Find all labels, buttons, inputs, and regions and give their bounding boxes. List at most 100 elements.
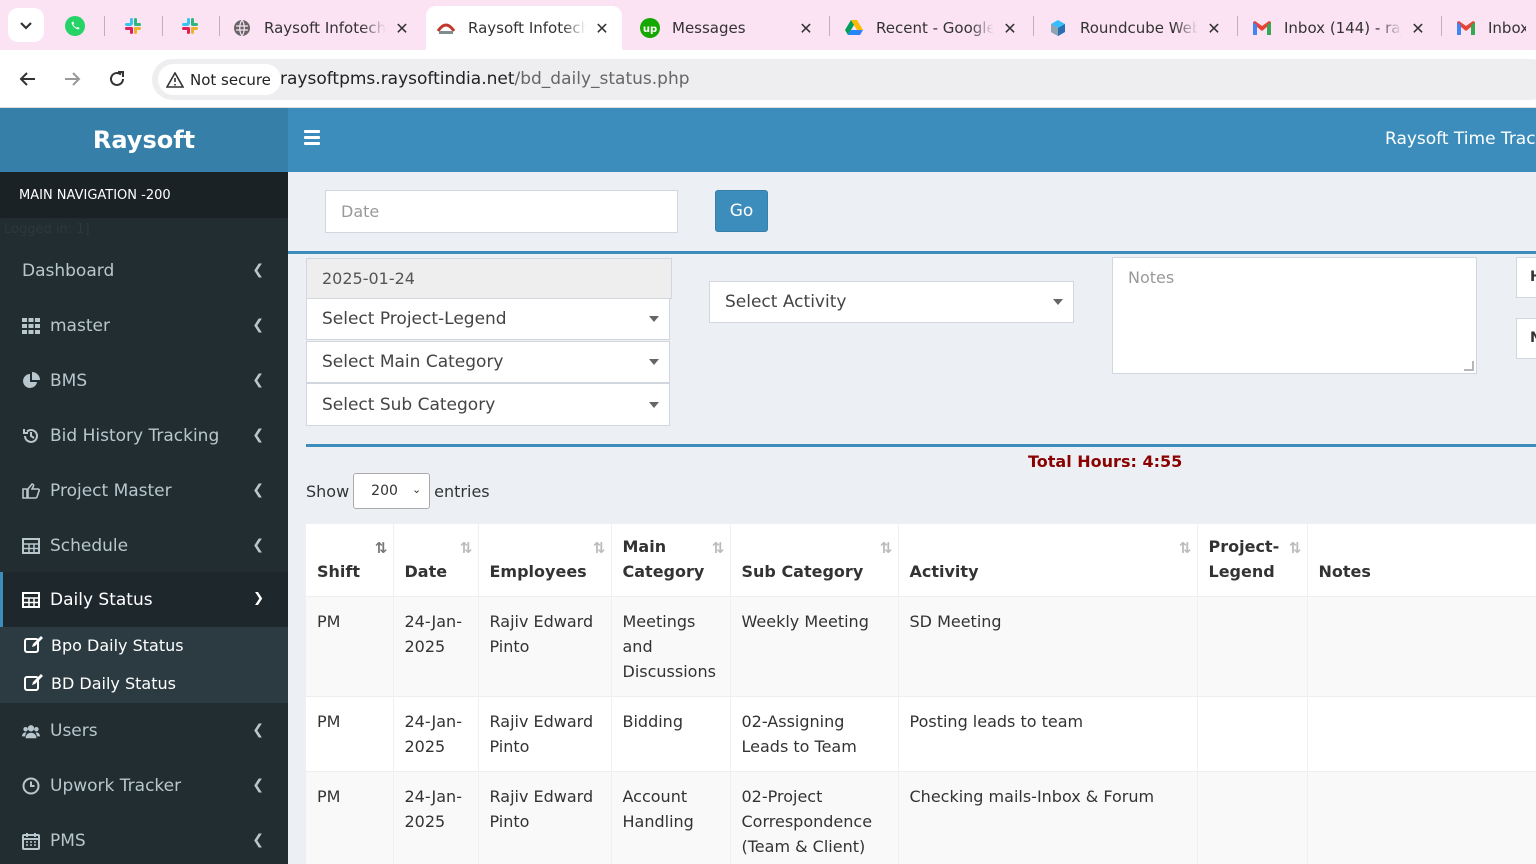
column-header-sub-category[interactable]: Sub Category ⇅ — [730, 524, 899, 597]
cell-date: 24-Jan-2025 — [393, 771, 479, 864]
sidebar-item-label: BMS — [50, 370, 88, 391]
tab-title: Roundcube Webm — [1080, 19, 1198, 37]
arrow-right-icon — [65, 72, 81, 86]
notes-textarea[interactable]: Notes — [1112, 257, 1477, 374]
sidebar-subitem-label: BD Daily Status — [51, 673, 176, 693]
tab-title: Recent - Google D — [876, 19, 994, 37]
gmail-icon — [1253, 21, 1271, 35]
cell-sub-category: Weekly Meeting — [730, 596, 899, 697]
forward-button[interactable] — [57, 64, 87, 94]
close-icon[interactable]: ✕ — [1207, 18, 1221, 38]
reload-button[interactable] — [102, 64, 132, 94]
column-header-employees[interactable]: Employees ⇅ — [478, 524, 612, 597]
pinned-tab-whatsapp[interactable] — [61, 12, 89, 40]
sidebar-subitem-bd-daily-status[interactable]: BD Daily Status — [24, 668, 176, 698]
activity-select[interactable]: Select Activity — [709, 281, 1074, 323]
clock-icon — [22, 777, 40, 794]
pinned-tab-slack-1[interactable] — [119, 12, 147, 40]
cell-project-legend — [1197, 696, 1308, 772]
sidebar-toggle-icon[interactable] — [304, 130, 320, 145]
column-header-project-legend[interactable]: Project-Legend ⇅ — [1197, 524, 1308, 597]
cell-project-legend — [1197, 771, 1308, 864]
browser-tab[interactable]: Inbox (1 — [1446, 6, 1536, 50]
tab-title: Inbox (144) - rajiv — [1284, 19, 1402, 37]
cell-project-legend — [1197, 596, 1308, 697]
entries-select[interactable]: 200 ⌄ — [353, 473, 431, 509]
close-icon[interactable]: ✕ — [1003, 18, 1017, 38]
browser-tab[interactable]: Roundcube Webm ✕ — [1038, 6, 1234, 50]
app-name: Raysoft Time Tracker — [1385, 129, 1536, 149]
sidebar-item-daily-status[interactable]: Daily Status ❯ — [0, 572, 288, 627]
url-text[interactable]: raysoftpms.raysoftindia.net/bd_daily_sta… — [280, 69, 690, 89]
back-button[interactable] — [13, 64, 43, 94]
tab-title: Raysoft Infotech | — [468, 19, 586, 37]
sidebar-item-schedule[interactable]: Schedule ❮ — [0, 518, 288, 573]
sidebar-item-label: Schedule — [50, 535, 129, 556]
column-header-activity[interactable]: Activity ⇅ — [898, 524, 1198, 597]
daily-status-submenu: Bpo Daily Status BD Daily Status — [0, 627, 288, 703]
browser-tab[interactable]: Recent - Google D ✕ — [834, 6, 1030, 50]
sort-icon: ⇅ — [711, 539, 724, 557]
tab-search-button[interactable] — [8, 8, 44, 42]
cell-shift: PM — [306, 771, 394, 864]
entries-length-control: Show 200 ⌄ entries — [306, 473, 490, 509]
cell-main-category: Meetings and Discussions — [611, 596, 731, 697]
sidebar-item-project-master[interactable]: Project Master ❮ — [0, 463, 288, 518]
caret-down-icon — [1053, 299, 1063, 305]
sidebar-item-users[interactable]: Users ❮ — [0, 703, 288, 758]
column-header-date[interactable]: Date ⇅ — [393, 524, 479, 597]
close-icon[interactable]: ✕ — [595, 18, 609, 38]
sidebar-item-label: Bid History Tracking — [50, 425, 220, 446]
table-header-row: Shift ⇅ Date ⇅ Employees ⇅ Main Category ⇅ S… — [306, 524, 1536, 597]
sidebar-item-pms[interactable]: PMS ❮ — [0, 813, 288, 864]
sub-category-select[interactable]: Select Sub Category — [306, 383, 670, 426]
chevron-left-icon: ❮ — [252, 372, 264, 388]
column-header-notes[interactable]: Notes — [1307, 524, 1536, 597]
sidebar-item-label: Upwork Tracker — [50, 775, 182, 796]
browser-tab-active[interactable]: Raysoft Infotech | ✕ — [426, 6, 622, 50]
app-logo[interactable]: Raysoft — [0, 108, 288, 172]
sidebar-item-master[interactable]: master ❮ — [0, 298, 288, 353]
cell-sub-category: 02-Assigning Leads to Team — [730, 696, 899, 772]
hours-field[interactable]: H — [1516, 257, 1536, 298]
sidebar-item-label: Users — [50, 720, 98, 741]
main-category-select[interactable]: Select Main Category — [306, 341, 670, 383]
cell-notes — [1307, 696, 1536, 772]
grid-icon — [22, 317, 40, 334]
sidebar-item-bms[interactable]: BMS ❮ — [0, 353, 288, 408]
cell-activity: Checking mails-Inbox & Forum — [898, 771, 1198, 864]
go-button[interactable]: Go — [715, 190, 768, 232]
pinned-tab-slack-2[interactable] — [176, 12, 204, 40]
cell-notes — [1307, 771, 1536, 864]
close-icon[interactable]: ✕ — [395, 18, 409, 38]
reload-icon — [110, 71, 124, 86]
date-field[interactable]: 2025-01-24 — [306, 258, 672, 299]
address-bar[interactable]: Not secure raysoftpms.raysoftindia.net/b… — [152, 59, 1536, 100]
caret-down-icon — [649, 401, 659, 408]
sidebar-item-dashboard[interactable]: Dashboard ❮ — [0, 243, 288, 298]
project-legend-select[interactable]: Select Project-Legend — [306, 298, 670, 340]
date-filter-input[interactable]: Date — [325, 190, 678, 233]
select-value: Select Project-Legend — [322, 309, 507, 329]
browser-tab[interactable]: Inbox (144) - rajiv ✕ — [1242, 6, 1438, 50]
chevron-down-icon: ❯ — [253, 591, 264, 606]
sidebar-item-label: Daily Status — [50, 589, 153, 610]
users-icon — [22, 724, 40, 738]
column-header-main-category[interactable]: Main Category ⇅ — [611, 524, 731, 597]
table-icon — [22, 591, 40, 608]
hand-point-icon — [22, 482, 40, 499]
minutes-field[interactable]: N — [1516, 318, 1536, 359]
browser-tab[interactable]: Raysoft Infotech | ✕ — [222, 6, 422, 50]
svg-text:up: up — [643, 24, 657, 35]
sidebar-item-upwork-tracker[interactable]: Upwork Tracker ❮ — [0, 758, 288, 813]
resize-handle-icon[interactable] — [1464, 361, 1474, 371]
cell-main-category: Bidding — [611, 696, 731, 772]
browser-toolbar: Not secure raysoftpms.raysoftindia.net/b… — [0, 50, 1536, 108]
sidebar-subitem-bpo-daily-status[interactable]: Bpo Daily Status — [24, 630, 184, 660]
browser-tab[interactable]: up Messages ✕ — [630, 6, 826, 50]
column-header-shift[interactable]: Shift ⇅ — [306, 524, 394, 597]
close-icon[interactable]: ✕ — [1411, 18, 1425, 38]
sidebar-item-bid-history[interactable]: Bid History Tracking ❮ — [0, 408, 288, 463]
close-icon[interactable]: ✕ — [799, 18, 813, 38]
security-chip[interactable]: Not secure — [158, 64, 281, 95]
